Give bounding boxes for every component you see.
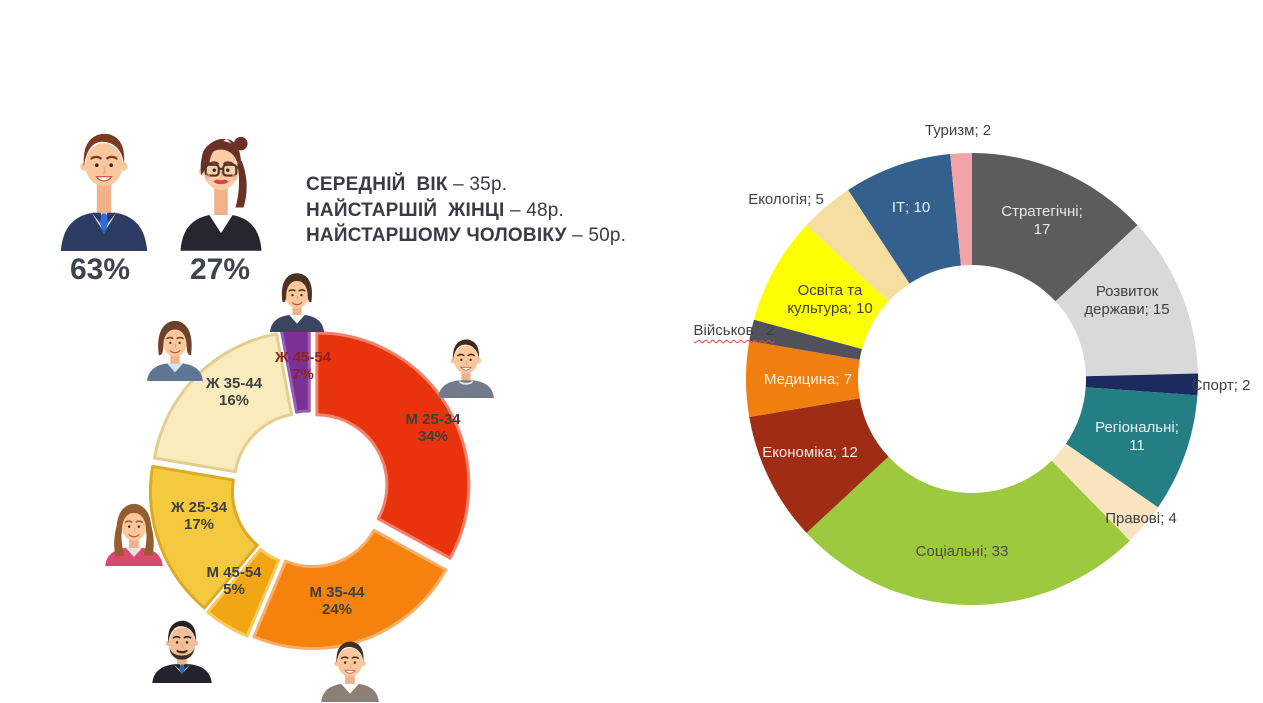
topics-donut-slice-9 [753,225,889,350]
age-gender-donut-slice-1 [252,528,448,651]
age-facts: СЕРЕДНІЙ ВІК – 35р. НАЙСТАРШІЙ ЖІНЦІ – 4… [306,172,626,249]
fact-oldest-woman-label: НАЙСТАРШІЙ ЖІНЦІ [306,199,505,221]
fact-line-average-age: СЕРЕДНІЙ ВІК – 35р. [306,172,626,198]
age-gender-donut-slice-0 [315,331,471,560]
topics-donut-slice-7 [746,340,860,418]
topics-donut-slice-2 [1085,373,1198,396]
fact-average-age-value: – 35р. [447,174,508,195]
age-gender-donut-slice-2 [206,547,281,638]
female-percentage: 27% [189,253,251,286]
fact-oldest-woman-value: – 48р. [504,199,564,221]
topics-donut-slice-6 [749,398,889,533]
fact-oldest-man-value: – 50р. [566,225,627,246]
topics-donut-slice-3 [1065,387,1198,508]
topics-donut-slice-1 [1055,225,1198,377]
age-gender-donut-slice-3 [149,464,259,610]
topics-donut-slice-5 [806,456,1130,605]
fact-line-oldest-man: НАЙСТАРШОМУ ЧОЛОВІКУ – 50р. [306,223,626,249]
topics-donut-slice-4 [1051,443,1158,541]
topics-donut-slice-11 [848,154,961,284]
topics-donut-slice-0 [972,153,1138,302]
topics-donut-slice-12 [950,153,972,266]
topics-donut-slice-10 [806,189,910,302]
age-gender-donut-slice-4 [152,332,294,474]
fact-oldest-man-label: НАЙСТАРШОМУ ЧОЛОВІКУ [306,225,567,246]
topics-donut-slice-8 [749,319,863,360]
fact-line-oldest-woman: НАЙСТАРШІЙ ЖІНЦІ – 48р. [306,198,626,224]
fact-average-age-label: СЕРЕДНІЙ ВІК [306,174,448,195]
male-percentage: 63% [69,253,131,286]
